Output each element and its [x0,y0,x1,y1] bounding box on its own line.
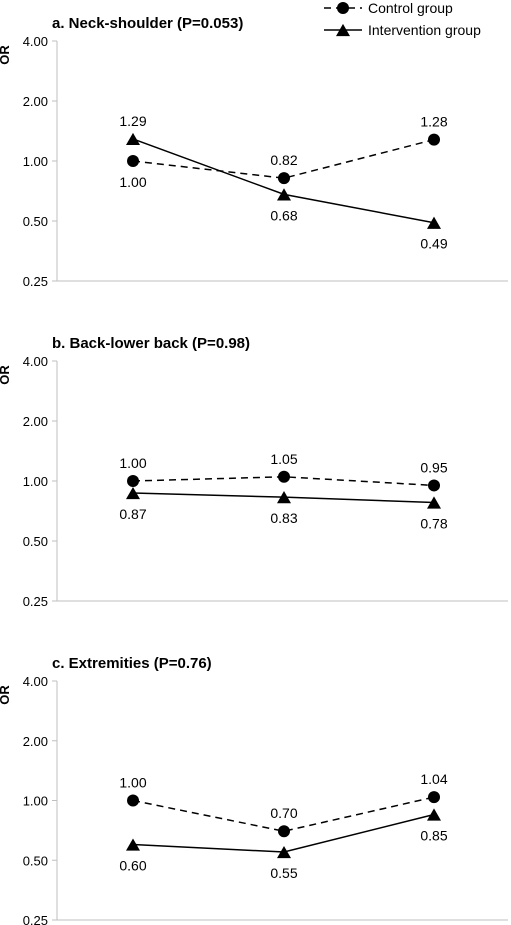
data-point-intervention [126,838,140,851]
data-label: 1.29 [119,113,146,129]
y-tick-label: 1.00 [23,154,48,169]
y-tick-label: 2.00 [23,414,48,429]
data-point-intervention [427,808,441,821]
legend-marker [336,23,350,37]
panel-3: 0.25 0.50 1.00 2.00 4.00 c. Extremities (P=0.… [0,655,508,925]
panel-1: 0.25 0.50 1.00 2.00 4.00 a. Neck-shoulder (P=… [0,15,508,289]
data-point-control [278,825,290,838]
data-point-intervention [427,216,441,229]
data-label: 0.87 [119,506,146,522]
data-point-intervention [126,486,140,500]
y-tick-label: 0.50 [23,853,48,868]
y-tick-label: 0.50 [23,214,48,229]
legend: Control group Intervention group [324,0,481,38]
data-point-intervention [277,845,291,859]
data-label: 1.00 [119,775,146,791]
y-axis-label: OR [0,685,12,705]
data-label: 1.00 [119,174,146,190]
data-point-intervention [277,188,291,201]
legend-label: Control group [368,0,453,16]
data-point-control [127,155,139,167]
panel-title: b. Back-lower back (P=0.98) [52,335,250,352]
data-point-control [127,794,139,807]
series-line-control [132,138,435,179]
data-point-intervention [126,132,140,146]
y-tick-label: 4.00 [23,354,48,369]
y-tick-label: 2.00 [23,94,48,109]
legend-marker [337,2,349,14]
data-label: 0.83 [270,510,297,526]
y-tick-label: 4.00 [23,34,48,49]
data-point-control [278,172,290,185]
data-point-control [428,791,440,804]
y-tick-label: 1.00 [23,794,48,809]
data-label: 0.85 [420,828,447,844]
data-label: 0.95 [420,459,447,475]
data-point-intervention [427,496,441,509]
legend-item-control: Control group [324,0,453,16]
y-tick-label: 2.00 [23,734,48,749]
data-point-control [278,470,290,483]
data-point-control [428,479,440,492]
y-axis-label: OR [0,45,12,65]
legend-item-intervention: Intervention group [324,22,481,38]
data-label: 1.05 [270,451,297,467]
data-label: 0.68 [270,207,297,223]
data-label: 1.28 [420,114,447,130]
legend-label: Intervention group [368,22,481,38]
y-tick-label: 0.50 [23,534,48,549]
data-point-intervention [277,491,291,504]
y-tick-label: 0.25 [23,594,48,609]
series-line-control [132,796,435,833]
data-point-control [127,475,139,487]
data-label: 0.60 [119,858,146,874]
data-label: 0.49 [420,236,447,252]
data-point-control [428,133,440,146]
data-label: 0.78 [420,516,447,532]
y-axis-label: OR [0,365,12,385]
panel-title: a. Neck-shoulder (P=0.053) [52,15,243,32]
y-tick-label: 1.00 [23,474,48,489]
data-label: 0.55 [270,865,297,881]
series-line-control [132,476,435,487]
data-label: 1.04 [420,771,447,787]
y-tick-label: 0.25 [23,274,48,289]
panel-2: 0.25 0.50 1.00 2.00 4.00 b. Back-lower back (… [0,335,508,609]
data-label: 1.00 [119,455,146,471]
data-label: 0.70 [270,805,297,821]
panel-title: c. Extremities (P=0.76) [52,655,212,672]
y-tick-label: 0.25 [23,913,48,925]
data-label: 0.82 [270,152,297,168]
y-tick-label: 4.00 [23,674,48,689]
